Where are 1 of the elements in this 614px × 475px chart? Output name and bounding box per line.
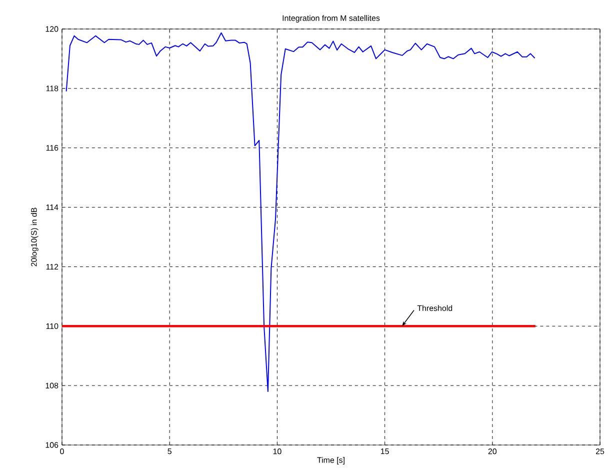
line-series — [66, 32, 536, 392]
